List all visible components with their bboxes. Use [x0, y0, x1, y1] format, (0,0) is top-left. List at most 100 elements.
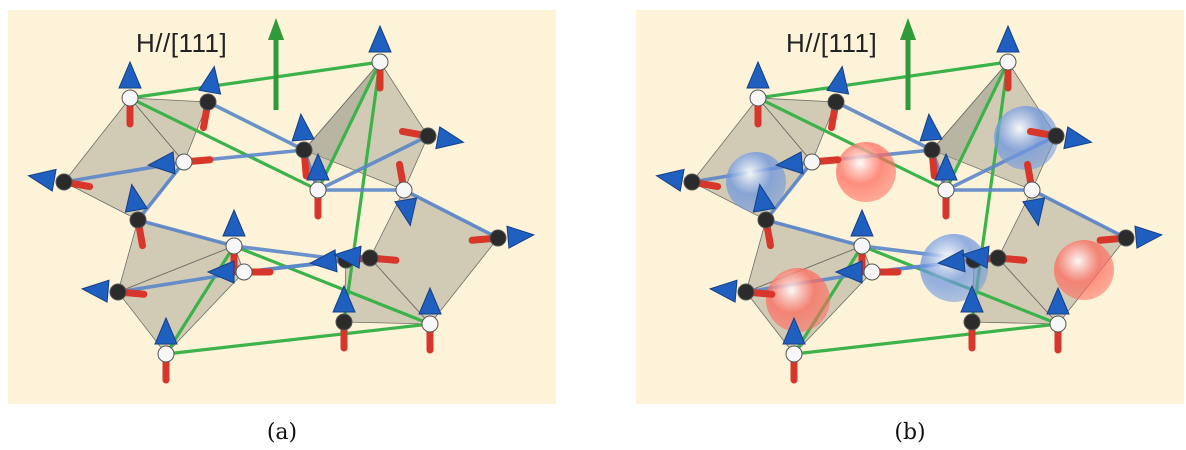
- tetrahedron-edge: [1031, 188, 1127, 240]
- cube-edge: [129, 96, 319, 192]
- spin-arrow-icon: [774, 151, 804, 175]
- spin-arrow-icon: [826, 65, 850, 95]
- spin-arrow-icon: [222, 208, 246, 237]
- atom: [853, 237, 871, 255]
- cube-edge: [342, 61, 382, 323]
- lattice-diagram-a: [27, 18, 536, 384]
- atom: [55, 173, 73, 191]
- spin-arrow-icon: [435, 126, 465, 150]
- atom: [1117, 229, 1135, 247]
- spin-arrow-icon: [80, 279, 110, 303]
- spin-arrow-icon: [782, 316, 806, 345]
- atom: [827, 93, 845, 111]
- atom: [963, 313, 981, 331]
- lattice-diagram-b: [655, 18, 1164, 384]
- field-arrow-icon: [900, 18, 916, 40]
- atom: [1023, 181, 1041, 199]
- spin-arrow-icon: [1022, 197, 1046, 227]
- atom: [199, 93, 217, 111]
- tetrahedron-edge: [207, 100, 305, 152]
- field-label-b: H//[111]: [786, 28, 878, 58]
- atom: [489, 229, 507, 247]
- cube-edge: [233, 244, 431, 326]
- spin-arrow-icon: [996, 24, 1020, 53]
- spin-arrow-icon: [418, 286, 442, 315]
- atom: [309, 181, 327, 199]
- atom: [421, 315, 439, 333]
- spin-arrow-icon: [708, 279, 738, 303]
- spin-arrow-icon: [936, 249, 966, 273]
- cube-edge: [793, 322, 1059, 356]
- atom: [863, 263, 881, 281]
- spin-arrow-icon: [752, 183, 776, 213]
- charge-sphere-icon: [836, 142, 896, 202]
- cube-edge: [944, 61, 1010, 191]
- spin-arrow-icon: [934, 152, 958, 181]
- spin-arrow-icon: [332, 245, 362, 269]
- spin-arrow-icon: [834, 260, 863, 284]
- atom: [129, 211, 147, 229]
- charge-sphere-icon: [766, 268, 830, 332]
- spin-arrow-icon: [206, 260, 235, 284]
- tetrahedron-edge: [835, 100, 933, 152]
- spin-arrow-icon: [306, 152, 330, 181]
- atom: [683, 173, 701, 191]
- spin-arrow-icon: [291, 112, 315, 142]
- cube-edge: [129, 60, 381, 100]
- charge-sphere-icon: [726, 152, 786, 212]
- spin-arrow-icon: [368, 24, 392, 53]
- tetrahedron-edge: [136, 160, 186, 222]
- atom: [937, 181, 955, 199]
- caption-b: (b): [894, 420, 926, 445]
- charge-sphere-icon: [1054, 240, 1114, 300]
- atom: [785, 345, 803, 363]
- atom: [335, 313, 353, 331]
- spin-arrow-icon: [746, 60, 770, 89]
- spin-arrow-icon: [154, 316, 178, 345]
- spin-arrow-icon: [506, 225, 536, 249]
- cube-edge: [757, 60, 1009, 100]
- spin-arrow-icon: [850, 208, 874, 237]
- field-arrow-icon: [268, 18, 284, 40]
- atom: [757, 211, 775, 229]
- spin-arrow-icon: [118, 60, 142, 89]
- atom: [295, 141, 313, 159]
- atom: [1047, 127, 1065, 145]
- cube-edge: [316, 61, 382, 191]
- field-label-a: H//[111]: [136, 28, 228, 58]
- atom: [803, 153, 821, 171]
- atom: [989, 249, 1007, 267]
- atom: [235, 263, 253, 281]
- tetrahedron-edge: [765, 218, 863, 248]
- caption-a: (a): [266, 420, 298, 445]
- spin-arrow-icon: [960, 245, 990, 269]
- charge-sphere-icon: [994, 106, 1058, 170]
- spin-arrow-icon: [1134, 225, 1164, 249]
- atom: [109, 283, 127, 301]
- atom: [999, 53, 1017, 71]
- spin-arrow-icon: [27, 168, 57, 192]
- atom: [923, 141, 941, 159]
- panel-b: H//[111]: [636, 10, 1184, 404]
- atom: [121, 89, 139, 107]
- cube-edge: [164, 245, 236, 355]
- spin-arrow-icon: [655, 168, 685, 192]
- atom: [1049, 315, 1067, 333]
- atom: [175, 153, 193, 171]
- atom: [395, 181, 413, 199]
- spin-arrow-icon: [146, 151, 176, 175]
- spin-arrow-icon: [124, 183, 148, 213]
- spin-arrow-icon: [332, 284, 356, 313]
- atom: [419, 127, 437, 145]
- cube-edge: [165, 322, 431, 356]
- atom: [225, 237, 243, 255]
- spin-arrow-icon: [198, 65, 222, 95]
- atom: [749, 89, 767, 107]
- spin-arrow-icon: [308, 249, 338, 273]
- tetrahedron-edge: [764, 160, 814, 222]
- spin-arrow-icon: [1046, 286, 1070, 315]
- spin-arrow-icon: [960, 284, 984, 313]
- tetrahedron-edge: [137, 218, 235, 248]
- atom: [361, 249, 379, 267]
- atom: [371, 53, 389, 71]
